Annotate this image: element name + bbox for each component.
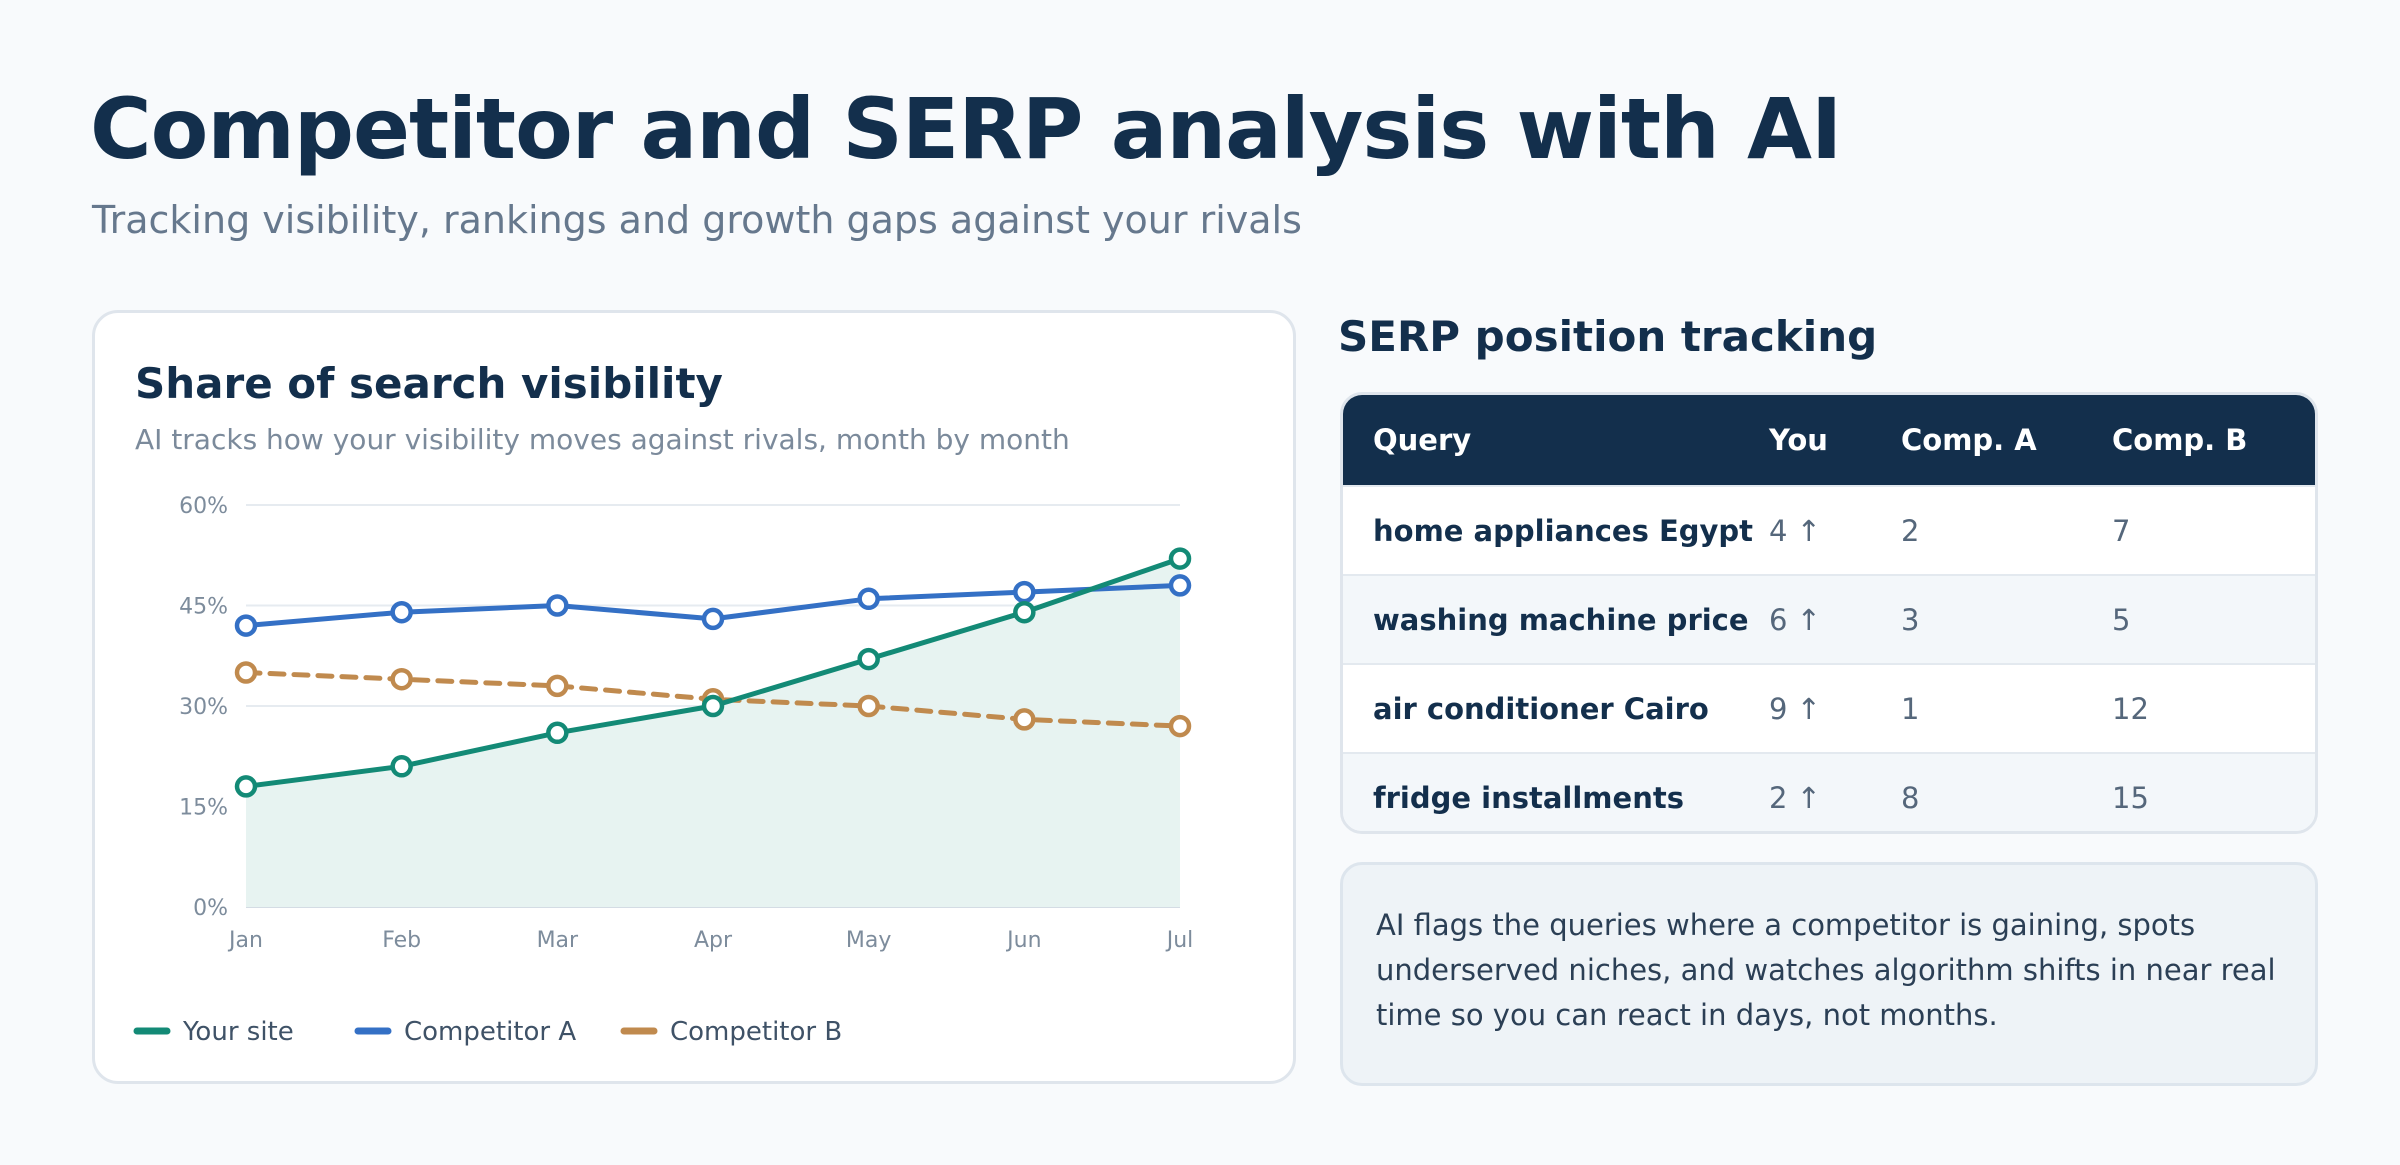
your-site-point <box>857 647 880 671</box>
page-title: Competitor and SERP analysis with AI <box>90 80 1842 178</box>
table-row: fridge installments 2 ↑ 8 15 <box>1343 752 2315 831</box>
page-subtitle: Tracking visibility, rankings and growth… <box>92 198 1302 242</box>
column-header-comp-b: Comp. B <box>2112 423 2248 457</box>
your-site-point <box>234 775 258 798</box>
y-tick-label: 45% <box>179 595 228 620</box>
table-row: air conditioner Cairo 9 ↑ 1 12 <box>1343 663 2315 752</box>
visibility-chart-card: Share of search visibility AI tracks how… <box>92 310 1296 1084</box>
query-cell: home appliances Egypt <box>1373 513 1754 548</box>
column-header-query: Query <box>1373 423 1472 457</box>
table-row: home appliances Egypt 4 ↑ 2 7 <box>1343 485 2315 574</box>
comp-b-position-cell: 5 <box>2112 602 2131 637</box>
your-site-point <box>1168 547 1192 570</box>
x-tick-label: Feb <box>382 928 421 953</box>
comp-a-position-cell: 2 <box>1901 513 1920 548</box>
comp-b-position-cell: 15 <box>2112 780 2149 815</box>
query-cell: fridge installments <box>1373 780 1684 815</box>
competitor-b-point <box>546 674 569 698</box>
your-site-area <box>246 558 1180 907</box>
query-cell: washing machine price <box>1373 602 1749 637</box>
chart-title: Share of search visibility <box>135 359 723 408</box>
chart-subtitle: AI tracks how your visibility moves agai… <box>135 423 1070 456</box>
serp-section-title: SERP position tracking <box>1338 312 1878 361</box>
legend-label: Competitor A <box>404 1017 576 1047</box>
legend-label: Competitor B <box>670 1017 842 1047</box>
legend-label: Your site <box>182 1017 294 1047</box>
column-header-you: You <box>1769 423 1828 457</box>
competitor-b-point <box>1013 708 1036 731</box>
competitor-a-point <box>857 587 880 611</box>
x-tick-label: Mar <box>537 928 579 953</box>
competitor-b-point <box>1168 714 1192 738</box>
table-row: washing machine price 6 ↑ 3 5 <box>1343 574 2315 663</box>
serp-table: Query You Comp. A Comp. B home appliance… <box>1340 392 2318 834</box>
x-tick-label: May <box>846 928 891 953</box>
comp-b-position-cell: 12 <box>2112 691 2149 726</box>
you-position-cell: 9 ↑ <box>1769 691 1821 726</box>
x-tick-label: Apr <box>694 928 733 953</box>
your-site-point <box>546 721 569 745</box>
ai-insight-note: AI flags the queries where a competitor … <box>1340 862 2318 1086</box>
competitor-b-point <box>390 667 413 691</box>
comp-a-position-cell: 8 <box>1901 780 1920 815</box>
comp-b-position-cell: 7 <box>2112 513 2131 548</box>
competitor-b-point <box>234 661 258 684</box>
competitor-a-point <box>1168 574 1192 597</box>
y-tick-label: 30% <box>179 695 228 720</box>
x-tick-label: Jan <box>227 928 263 953</box>
y-tick-label: 15% <box>179 796 228 821</box>
y-tick-label: 60% <box>179 494 228 519</box>
competitor-a-point <box>234 614 258 637</box>
query-cell: air conditioner Cairo <box>1373 691 1709 726</box>
comp-a-position-cell: 1 <box>1901 691 1920 726</box>
serp-table-header: Query You Comp. A Comp. B <box>1343 395 2315 485</box>
comp-a-position-cell: 3 <box>1901 602 1920 637</box>
you-position-cell: 4 ↑ <box>1769 513 1821 548</box>
column-header-comp-a: Comp. A <box>1901 423 2037 457</box>
your-site-point <box>390 755 413 778</box>
ai-insight-text: AI flags the queries where a competitor … <box>1376 908 2276 1032</box>
you-position-cell: 6 ↑ <box>1769 602 1821 637</box>
competitor-a-point <box>701 607 725 631</box>
you-position-cell: 2 ↑ <box>1769 780 1821 815</box>
competitor-a-point <box>1013 580 1036 604</box>
x-tick-label: Jul <box>1165 928 1194 953</box>
competitor-a-point <box>546 594 569 617</box>
your-site-point <box>701 694 725 718</box>
y-tick-label: 0% <box>193 896 228 921</box>
visibility-line-chart: 0% 15% 30% 45% 60% Jan Feb Mar Apr May Jun Jul Your … <box>133 494 1194 1047</box>
x-tick-label: Jun <box>1005 928 1041 953</box>
competitor-a-point <box>390 600 413 624</box>
competitor-b-point <box>857 694 880 718</box>
your-site-point <box>1013 600 1036 624</box>
